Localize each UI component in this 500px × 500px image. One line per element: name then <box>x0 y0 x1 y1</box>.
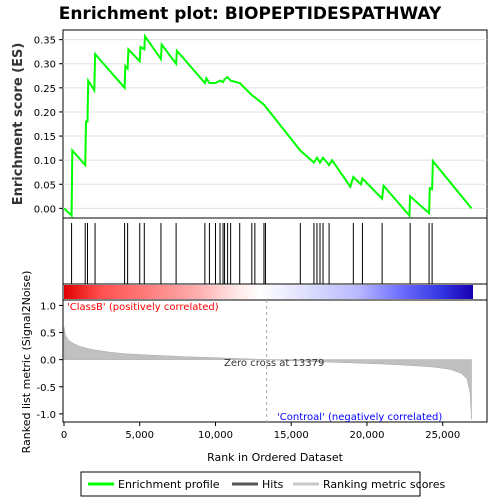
ranking-color-bar <box>64 285 473 299</box>
legend-profile-label: Enrichment profile <box>118 478 220 491</box>
xtick-label: 10,000 <box>198 430 233 441</box>
xtick-label: 5,000 <box>125 430 154 441</box>
es-ytick-label: 0.30 <box>34 60 56 71</box>
xlabel: Rank in Ordered Dataset <box>207 451 344 464</box>
es-ytick-label: 0.15 <box>34 132 56 143</box>
xtick-label: 25,000 <box>425 430 460 441</box>
es-ytick-label: 0.25 <box>34 84 56 95</box>
xtick-label: 15,000 <box>274 430 309 441</box>
legend-hits-label: Hits <box>262 478 284 491</box>
es-ytick-label: 0.05 <box>34 180 56 191</box>
es-ytick-label: 0.20 <box>34 108 56 119</box>
ranking-metric-area <box>63 327 472 420</box>
hits-panel <box>62 217 488 285</box>
metric-ytick-label: -0.5 <box>36 383 56 394</box>
zero-cross-label: Zero cross at 13379 <box>224 358 324 369</box>
es-ylabel: Enrichment score (ES) <box>11 43 26 206</box>
metric-ytick-label: -1.0 <box>36 410 56 421</box>
metric-ytick-label: 0.0 <box>40 356 56 367</box>
positive-class-label: 'ClassB' (positively correlated) <box>67 302 219 313</box>
chart-title: Enrichment plot: BIOPEPTIDESPATHWAY <box>59 4 442 24</box>
metric-ylabel: Ranked list metric (Signal2Noise) <box>20 271 33 454</box>
negative-class-label: 'Controal' (negatively correlated) <box>277 412 442 423</box>
enrichment-profile-line <box>63 33 473 219</box>
es-ytick-label: 0.35 <box>34 36 56 47</box>
metric-ytick-label: 1.0 <box>40 301 56 312</box>
xtick-label: 20,000 <box>349 430 384 441</box>
es-plot-area <box>62 29 488 219</box>
metric-ytick-label: 0.5 <box>40 329 56 340</box>
xtick-label: 0 <box>61 430 67 441</box>
es-ytick-label: 0.10 <box>34 156 56 167</box>
es-ytick-label: 0.00 <box>34 204 56 215</box>
legend-metric-label: Ranking metric scores <box>323 478 445 491</box>
